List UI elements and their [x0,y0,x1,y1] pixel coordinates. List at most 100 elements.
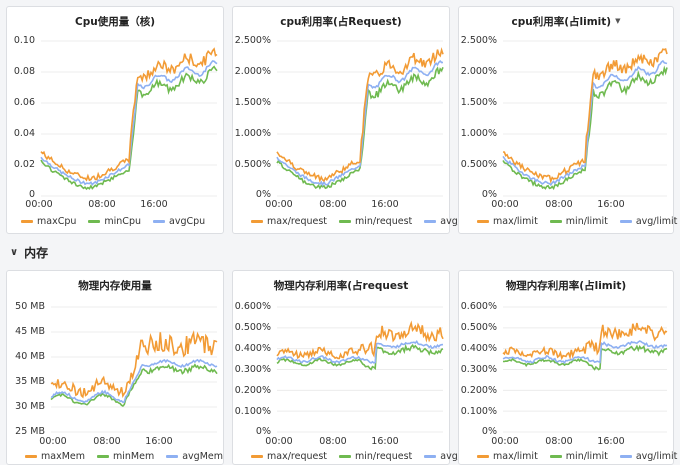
swatch-avg [619,220,632,223]
swatch-min [549,455,562,458]
chart-plot [40,40,218,197]
x-tick: 16:00 [371,436,399,447]
chart-plot [502,306,668,433]
swatch-min [339,220,352,223]
y-tick: 0% [255,189,271,200]
swatch-avg [153,220,165,223]
legend-item-max[interactable]: maxCpu [21,216,76,227]
x-tick: 08:00 [88,199,116,210]
swatch-avg [424,455,437,458]
x-tick: 00:00 [25,199,53,210]
legend-item-avg[interactable]: avg/limit [619,216,677,227]
panel-title[interactable]: Cpu使用量（核) [75,16,155,28]
legend-item-max[interactable]: max/limit [477,216,538,227]
legend-item-avg[interactable]: avgCpu [153,216,205,227]
legend: max/limit min/limit avg/limit [477,451,677,462]
y-tick: 0.06 [13,97,35,108]
y-tick: 2.500% [234,35,271,46]
series-line-max [502,322,668,361]
y-tick: 0.500% [460,322,497,333]
swatch-min [549,220,562,223]
y-tick: 40 MB [15,351,45,362]
legend-item-min[interactable]: min/request [339,451,412,462]
x-tick: 16:00 [597,199,625,210]
swatch-max [477,455,489,458]
y-tick: 0% [481,189,497,200]
legend-item-min[interactable]: min/limit [549,451,608,462]
series-line-avg [276,340,444,364]
x-tick: 00:00 [39,436,67,447]
panel-cpu-limit: cpu利用率(占limit) ▼ 2.500% 2.000% 1.500% 1.0… [458,6,677,234]
y-tick: 30 MB [15,401,45,412]
y-tick: 2.500% [460,35,497,46]
legend-item-max[interactable]: max/request [251,216,327,227]
panel-title[interactable]: 物理内存利用率(占request [273,280,409,292]
legend-item-min[interactable]: min/request [339,216,412,227]
y-tick: 0.600% [460,301,497,312]
y-tick: 0.100% [460,406,497,417]
panel-title[interactable]: cpu利用率(占Request) [280,16,402,28]
legend-item-avg[interactable]: avg/limit [619,451,677,462]
y-tick: 0.200% [234,385,271,396]
y-tick: 0.300% [234,364,271,375]
panel-title[interactable]: 物理内存使用量 [78,280,152,292]
legend: maxCpu minCpu avgCpu [21,216,205,227]
series-line-min [502,344,668,371]
series-line-max [50,330,218,399]
y-tick: 0.100% [234,406,271,417]
series-line-min [502,65,668,191]
y-tick: 0.04 [13,128,35,139]
panel-mem-bytes: 物理内存使用量 50 MB 45 MB 40 MB 35 MB 30 MB 25… [6,270,224,465]
panel-title[interactable]: 物理内存利用率(占limit) [505,280,627,292]
y-tick: 0.10 [13,35,35,46]
y-tick: 1.000% [460,128,497,139]
series-line-avg [50,358,218,404]
series-line-max [502,48,668,184]
panel-title[interactable]: cpu利用率(占limit) ▼ [511,16,621,28]
y-tick: 25 MB [15,426,45,437]
panel-cpu-cores: Cpu使用量（核) 0.10 0.08 0.06 0.04 0.02 0 00:… [6,6,224,234]
y-tick: 1.500% [460,97,497,108]
chart-plot [276,40,444,197]
y-tick: 0.400% [234,343,271,354]
series-line-max [276,320,444,360]
series-line-max [40,47,218,182]
x-tick: 08:00 [545,199,573,210]
panel-cpu-request: cpu利用率(占Request) 2.500% 2.000% 1.500% 1.… [232,6,497,234]
y-tick: 0.200% [460,385,497,396]
series-line-avg [276,59,444,187]
y-tick: 2.000% [460,66,497,77]
section-title: 内存 [24,246,49,260]
x-tick: 16:00 [371,199,399,210]
chart-plot [502,40,668,197]
series-line-max [276,47,444,183]
dropdown-caret-icon[interactable]: ▼ [615,17,621,25]
x-tick: 00:00 [491,199,519,210]
legend-item-min[interactable]: minCpu [88,216,141,227]
y-tick: 0.08 [13,66,35,77]
legend: max/limit min/limit avg/limit [477,216,677,227]
y-tick: 0.500% [234,322,271,333]
swatch-max [251,220,263,223]
legend-item-max[interactable]: max/limit [477,451,538,462]
y-tick: 0.400% [460,343,497,354]
x-tick: 08:00 [319,199,347,210]
series-line-avg [502,59,668,187]
y-tick: 0% [481,426,497,437]
x-tick: 00:00 [265,436,293,447]
swatch-max [25,455,37,458]
swatch-max [477,220,489,223]
legend-item-max[interactable]: maxMem [25,451,85,462]
series-line-min [40,65,218,191]
legend-item-min[interactable]: min/limit [549,216,608,227]
series-line-min [276,66,444,190]
x-tick: 16:00 [140,199,168,210]
legend-item-min[interactable]: minMem [97,451,154,462]
legend-item-max[interactable]: max/request [251,451,327,462]
section-header-memory[interactable]: ∨ 内存 [10,244,48,261]
y-tick: 1.000% [234,128,271,139]
legend-item-avg[interactable]: avgMem [166,451,223,462]
y-tick: 50 MB [15,301,45,312]
chevron-down-icon[interactable]: ∨ [10,247,19,258]
x-tick: 00:00 [491,436,519,447]
